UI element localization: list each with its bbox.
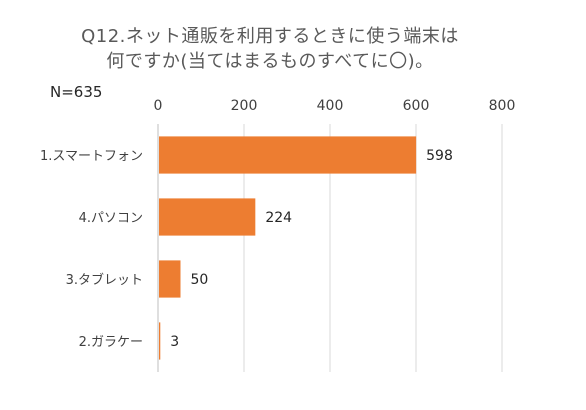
data-label: 3 [170,334,179,350]
sample-size-label: N=635 [50,83,103,101]
data-label: 50 [191,272,209,288]
category-label: 4.パソコン [79,211,143,226]
category-label: 3.タブレット [66,272,143,288]
data-labels: 598 224 50 3 [170,148,453,350]
bar [159,260,181,298]
x-tick-label: 600 [403,98,430,114]
bar [159,136,417,174]
data-label: 224 [265,210,292,226]
x-axis-ticks: 0 200 400 600 800 [154,98,516,114]
category-label: 1.スマートフォン [40,149,143,164]
category-labels: 1.スマートフォン 4.パソコン 3.タブレット 2.ガラケー [40,149,143,350]
bars [159,136,417,360]
bar [159,198,256,236]
data-label: 598 [426,148,453,164]
x-tick-label: 200 [231,98,258,114]
chart-title-line-1: Q12.ネット通販を利用するときに使う端末は [81,26,459,47]
bar [159,322,161,360]
x-tick-label: 800 [489,98,516,114]
chart-title-line-2: 何ですか(当てはまるものすべてに〇)。 [106,51,434,72]
chart-title: Q12.ネット通販を利用するときに使う端末は 何ですか(当てはまるものすべてに〇… [40,24,500,74]
x-tick-label: 400 [317,98,344,114]
category-label: 2.ガラケー [79,335,143,350]
x-tick-label: 0 [154,98,163,114]
